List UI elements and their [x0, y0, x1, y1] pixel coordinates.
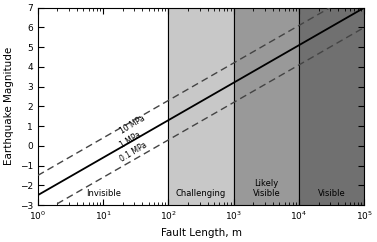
Bar: [234, 8, 299, 205]
Text: Invisible: Invisible: [86, 189, 121, 198]
Y-axis label: Earthquake Magnitude: Earthquake Magnitude: [4, 47, 14, 166]
Text: 0.1 MPa: 0.1 MPa: [118, 140, 149, 164]
X-axis label: Fault Length, m: Fault Length, m: [161, 228, 242, 238]
Text: 10 MPa: 10 MPa: [118, 114, 146, 136]
Bar: [169, 8, 234, 205]
Text: Visible: Visible: [318, 189, 346, 198]
Bar: [38, 8, 169, 205]
Text: 1 MPa: 1 MPa: [118, 130, 142, 150]
Bar: [299, 8, 364, 205]
Text: Likely
Visible: Likely Visible: [253, 179, 280, 198]
Text: Challenging: Challenging: [176, 189, 226, 198]
